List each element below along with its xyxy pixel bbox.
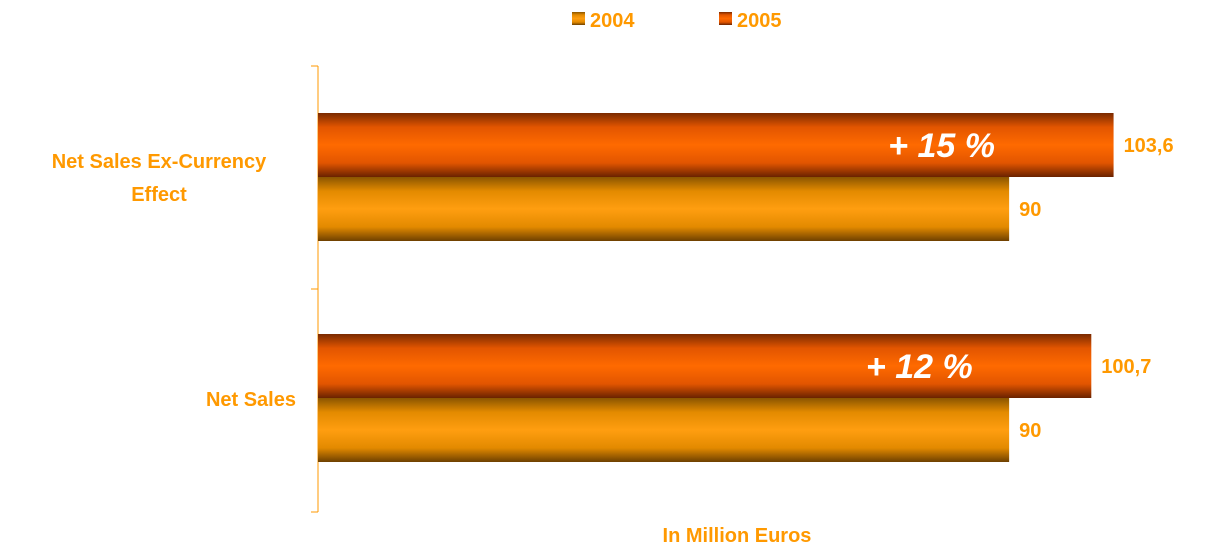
category-label-net-sales-ex-currency-line1: Net Sales Ex-Currency	[52, 151, 267, 173]
bar-2004-net-sales-ex-currency-effect	[318, 177, 1010, 241]
category-label-net-sales-ex-currency-line2: Effect	[131, 184, 187, 206]
bar-2005-net-sales	[318, 334, 1092, 398]
legend-label-2004: 2004	[590, 10, 635, 32]
bars-group: 103,6 + 15 % 90 100,7 + 12 % 90	[318, 113, 1174, 462]
growth-annotation-net-sales-ex-currency-effect: + 15 %	[888, 127, 995, 165]
legend-label-2005: 2005	[737, 10, 782, 32]
data-label-2004-net-sales-ex-currency-effect: 90	[1019, 199, 1041, 221]
bar-2005-net-sales-ex-currency-effect	[318, 113, 1114, 177]
data-label-2005-net-sales-ex-currency-effect: 103,6	[1124, 135, 1174, 157]
legend-swatch-2005	[719, 12, 732, 25]
x-axis-title: In Million Euros	[663, 525, 812, 547]
bar-2004-net-sales	[318, 398, 1010, 462]
legend: 2004 2005	[572, 10, 782, 32]
growth-annotation-net-sales: + 12 %	[866, 348, 973, 386]
category-label-net-sales: Net Sales	[206, 389, 296, 411]
data-label-2005-net-sales: 100,7	[1101, 356, 1151, 378]
data-label-2004-net-sales: 90	[1019, 420, 1041, 442]
category-axis	[311, 65, 319, 513]
legend-swatch-2004	[572, 12, 585, 25]
